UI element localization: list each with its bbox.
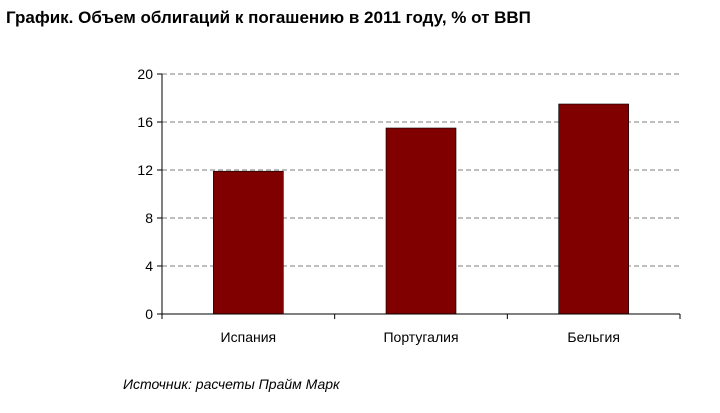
- chart-title: График. Объем облигаций к погашению в 20…: [6, 8, 531, 27]
- y-tick-label: 4: [145, 258, 153, 274]
- y-tick-label: 0: [145, 306, 153, 322]
- bar: [385, 127, 457, 315]
- axis-labels: 0 4 8 12 16 20 Испания Португалия Бельгия: [137, 66, 619, 345]
- bar: [213, 170, 284, 315]
- axes: [157, 73, 681, 319]
- y-tick-label: 20: [137, 66, 153, 82]
- x-tick-label: Испания: [221, 329, 277, 345]
- bar: [558, 103, 629, 315]
- y-tick-label: 12: [137, 162, 153, 178]
- y-tick-label: 8: [145, 210, 153, 226]
- x-tick-label: Бельгия: [567, 329, 619, 345]
- bars: [213, 103, 629, 315]
- y-tick-label: 16: [137, 114, 153, 130]
- source-note: Источник: расчеты Прайм Марк: [123, 376, 340, 392]
- x-tick-label: Португалия: [383, 329, 458, 345]
